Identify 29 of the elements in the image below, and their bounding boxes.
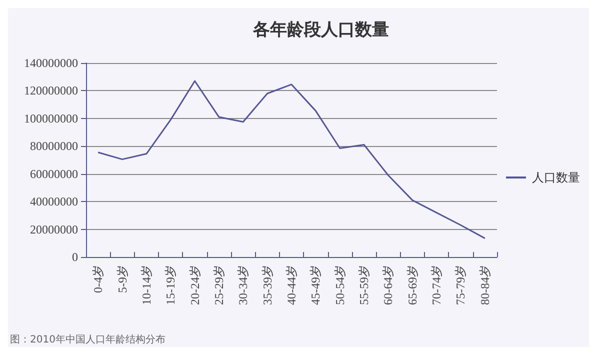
x-tick-label: 80-84岁 xyxy=(478,265,492,305)
x-tick-label: 75-79岁 xyxy=(454,265,468,305)
x-tick-label: 50-54岁 xyxy=(332,265,347,305)
x-tick-label: 15-19岁 xyxy=(164,265,178,305)
text: 图：2010年中国人口年龄结构分布 xyxy=(10,334,166,346)
line-series xyxy=(97,80,486,240)
x-tick-label: 25-29岁 xyxy=(212,265,226,305)
x-tick-label: 35-39岁 xyxy=(260,265,274,305)
y-tick-label: 140000000 xyxy=(24,56,78,70)
chart-title: 各年龄段人口数量 xyxy=(252,20,389,39)
y-tick-label: 20000000 xyxy=(30,222,78,236)
x-tick-label: 65-69岁 xyxy=(405,265,420,305)
x-tick-label: 55-59岁 xyxy=(357,265,372,305)
y-tick-label: 60000000 xyxy=(30,166,78,181)
x-tick-label: 45-49岁 xyxy=(308,265,323,305)
x-tick-label: 5-9岁 xyxy=(115,265,130,293)
y-tick-label: 80000000 xyxy=(30,139,78,154)
y-tick-label: 40000000 xyxy=(30,194,78,209)
x-tick-label: 40-44岁 xyxy=(284,265,298,305)
x-tick-label: 10-14岁 xyxy=(139,265,154,305)
x-tick-label: 0-4岁 xyxy=(91,265,106,293)
x-tick-label: 20-24岁 xyxy=(188,265,202,305)
y-tick-label: 100000000 xyxy=(24,111,78,126)
x-tick-label: 30-34岁 xyxy=(236,265,250,305)
x-tick-label: 60-64岁 xyxy=(381,265,396,305)
x-tick-label: 70-74岁 xyxy=(430,265,444,305)
y-tick-label: 120000000 xyxy=(24,84,78,98)
y-tick-label: 0 xyxy=(72,250,78,264)
legend-label: 人口数量 xyxy=(532,170,580,184)
